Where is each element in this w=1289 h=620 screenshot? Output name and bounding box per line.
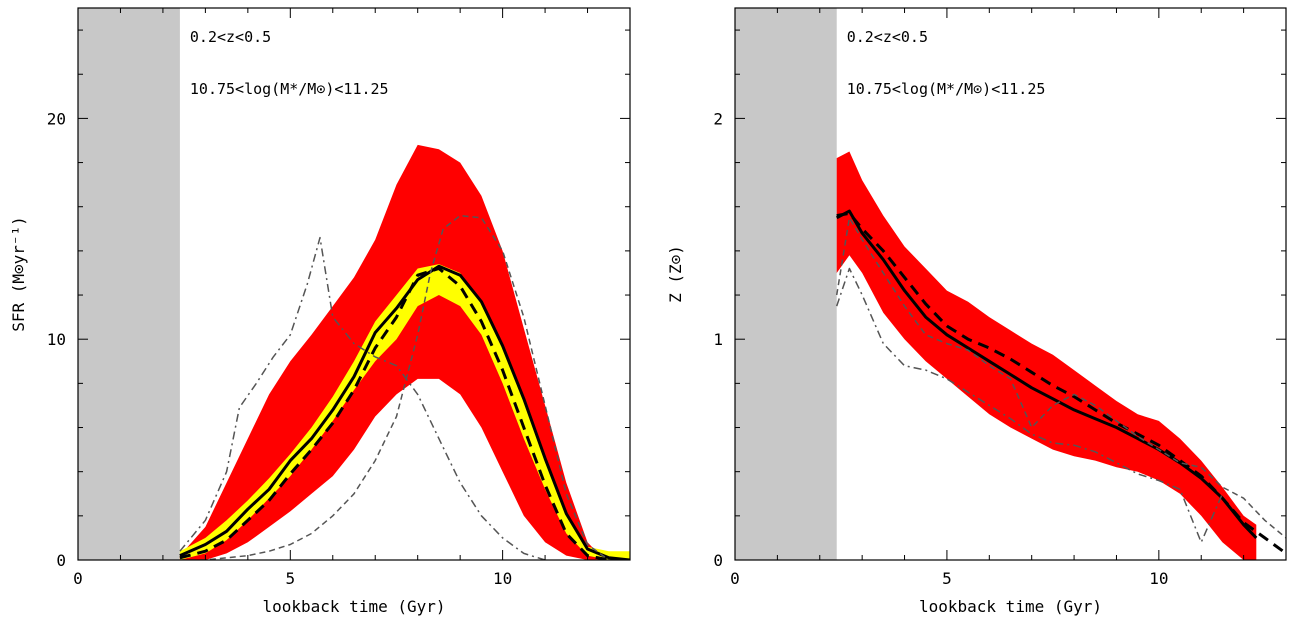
y-tick-label: 1 xyxy=(713,330,723,349)
annotation-label: 0.2<z<0.5 xyxy=(190,28,271,46)
x-tick-label: 5 xyxy=(285,569,295,588)
annotation-label: 10.75<log(M*/M⊙)<11.25 xyxy=(190,80,389,98)
y-tick-label: 10 xyxy=(47,330,66,349)
x-tick-label: 10 xyxy=(493,569,512,588)
y-tick-label: 20 xyxy=(47,109,66,128)
y-tick-label: 0 xyxy=(56,551,66,570)
series-line-dashed xyxy=(179,267,630,560)
y-axis-title: SFR (M⊙yr⁻¹) xyxy=(9,216,28,332)
x-tick-label: 0 xyxy=(73,569,83,588)
x-axis-title: lookback time (Gyr) xyxy=(262,597,445,616)
plot-area xyxy=(835,151,1286,560)
confidence-band-0 xyxy=(836,151,1257,560)
x-axis-title: lookback time (Gyr) xyxy=(919,597,1102,616)
series-line-dashdot xyxy=(835,267,1224,544)
x-tick-label: 5 xyxy=(942,569,952,588)
y-axis-title: Z (Z⊙) xyxy=(666,245,685,303)
plot-frame xyxy=(77,7,631,561)
series-line-dashed xyxy=(836,211,1286,555)
confidence-band-1 xyxy=(179,264,630,560)
excluded-region xyxy=(78,8,180,560)
excluded-region xyxy=(735,8,837,560)
left-panel-sfr: 0 5 10 0 10 20 lookback time (Gyr) SFR (M⊙yr⁻¹)… xyxy=(9,7,631,616)
y-tick-label: 2 xyxy=(713,109,723,128)
confidence-band-0 xyxy=(179,144,605,560)
y-tick-label: 0 xyxy=(713,551,723,570)
annotation-label: 10.75<log(M*/M⊙)<11.25 xyxy=(847,80,1046,98)
series-line-solid xyxy=(836,209,1258,539)
plot-frame xyxy=(734,7,1287,561)
x-tick-label: 10 xyxy=(1149,569,1168,588)
annotation-label: 0.2<z<0.5 xyxy=(847,28,928,46)
series-line-solid xyxy=(179,264,630,560)
right-panel-metallicity: 0 5 10 0 1 2 lookback time (Gyr) Z (Z⊙) 0.2<z<0.… xyxy=(666,7,1287,616)
series-line-grey-dashed xyxy=(179,214,610,560)
x-tick-label: 0 xyxy=(730,569,740,588)
series-line-dashdot xyxy=(179,236,546,560)
plot-area xyxy=(179,144,630,560)
